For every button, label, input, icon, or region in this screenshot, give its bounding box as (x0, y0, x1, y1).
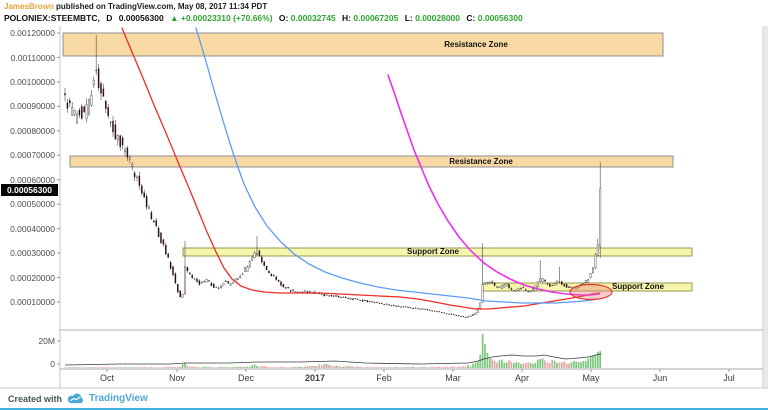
low-value: 0.00028000 (415, 13, 461, 23)
high-value: 0.00067205 (353, 13, 399, 23)
ma-magenta-line (387, 74, 600, 296)
tradingview-logo-icon[interactable] (67, 393, 84, 404)
created-with-label: Created with (8, 393, 63, 404)
close-value: 0.00056300 (477, 13, 523, 23)
open-label: O: (278, 13, 289, 23)
zones-layer (62, 32, 693, 292)
resistance-zone-rect (62, 32, 664, 57)
byline-text: published on TradingView.com, May 08, 20… (56, 2, 268, 11)
volume-layer (64, 334, 602, 368)
footer: Created with TradingView (0, 389, 768, 408)
symbol-label[interactable]: POLONIEX:STEEMBTC, (4, 13, 100, 23)
resistance-zone-rect (69, 155, 674, 168)
open-value: 0.00032745 (290, 13, 336, 23)
close-label: C: (466, 13, 476, 23)
author-link[interactable]: JamesBrown (4, 2, 54, 11)
highlight-ellipse (569, 283, 613, 301)
low-label: L: (404, 13, 413, 23)
right-gutter (764, 25, 768, 388)
byline: JamesBrown published on TradingView.com,… (4, 2, 768, 12)
high-label: H: (342, 13, 352, 23)
candles-layer (64, 35, 602, 318)
last-price: 0.00056300 (118, 13, 164, 23)
ma-blue-line (195, 27, 599, 304)
interval-label[interactable]: D (106, 13, 113, 23)
bottom-accent-bar (0, 408, 768, 410)
change-arrow-icon: ▲ (170, 13, 179, 23)
price-change: +0.00023310 (+70.66%) (180, 13, 273, 23)
ma-red-line (121, 27, 601, 310)
tradingview-link[interactable]: TradingView (89, 393, 148, 404)
volume-ma-line (64, 353, 602, 366)
pane-borders (0, 25, 768, 389)
header: JamesBrown published on TradingView.com,… (0, 0, 768, 26)
support-zone-rect (182, 247, 693, 257)
legend: POLONIEX:STEEMBTC, D 0.00056300 ▲ +0.000… (4, 13, 768, 24)
